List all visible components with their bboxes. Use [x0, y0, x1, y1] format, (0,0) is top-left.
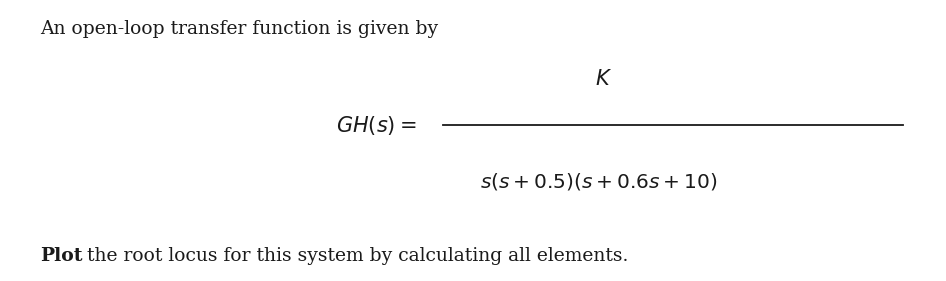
Text: An open-loop transfer function is given by: An open-loop transfer function is given … [40, 20, 438, 38]
Text: the root locus for this system by calculating all elements.: the root locus for this system by calcul… [81, 247, 629, 265]
Text: Plot: Plot [40, 247, 82, 265]
Text: $K$: $K$ [595, 69, 612, 89]
Text: $s(s+0.5)(s+0.6s+10)$: $s(s+0.5)(s+0.6s+10)$ [480, 171, 717, 192]
Text: $\mathit{GH}(s) =$: $\mathit{GH}(s) =$ [336, 114, 416, 137]
